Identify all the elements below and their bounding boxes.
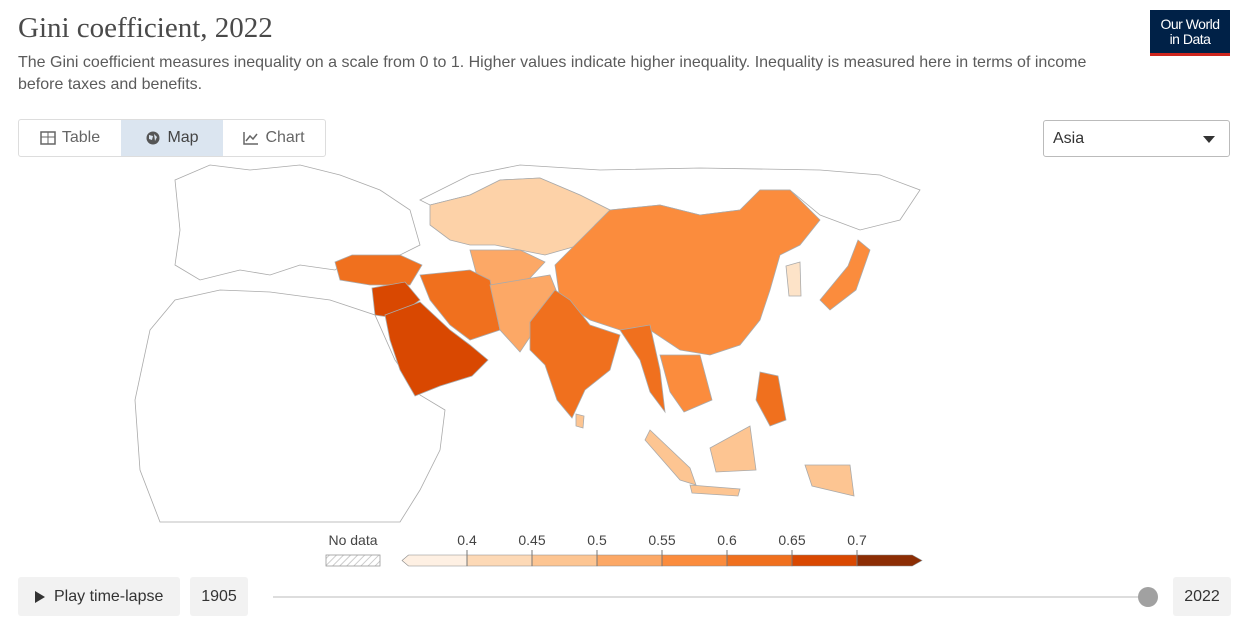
legend: No data 0.4 0.45 0.5 0.55 0.6 0.65 0.7 — [325, 532, 923, 567]
legend-bin — [726, 554, 793, 567]
tab-label: Chart — [265, 129, 305, 146]
tab-icon — [40, 131, 56, 145]
legend-bin — [856, 554, 923, 567]
tab[interactable]: Chart — [223, 120, 325, 156]
java — [689, 484, 741, 497]
myanmar — [619, 324, 666, 414]
timeline-slider[interactable] — [273, 587, 1158, 607]
no-data-label: No data — [328, 532, 377, 548]
logo-line: in Data — [1169, 31, 1211, 47]
logo-line: Our World — [1160, 16, 1220, 32]
tab-icon — [146, 131, 160, 145]
slider-handle — [1138, 587, 1158, 607]
dropdown-arrow — [1203, 136, 1215, 143]
play-icon — [35, 590, 45, 603]
borneo — [709, 425, 757, 473]
title: Gini coefficient, 2022 — [18, 12, 273, 44]
saudi-arabia — [384, 301, 489, 397]
tab-icon — [243, 132, 259, 145]
logo[interactable]: Our World in Data — [1150, 10, 1230, 56]
play-button[interactable]: Play time-lapse — [18, 577, 180, 616]
map — [134, 164, 921, 523]
region-select[interactable]: Asia — [1043, 120, 1230, 157]
legend-bin — [401, 554, 468, 567]
africa — [134, 289, 446, 523]
papua — [804, 464, 855, 497]
legend-tick-label: 0.65 — [778, 532, 805, 548]
legend-tick-label: 0.45 — [518, 532, 545, 548]
legend-tick-label: 0.4 — [457, 532, 477, 548]
legend-bin — [531, 554, 598, 567]
tab[interactable]: Table — [19, 120, 121, 156]
legend-tick-label: 0.6 — [717, 532, 737, 548]
iran — [419, 269, 501, 341]
tab-label: Map — [167, 129, 199, 146]
turkey — [334, 254, 423, 286]
legend-bin — [466, 554, 533, 567]
legend-tick-label: 0.7 — [847, 532, 867, 548]
legend-bin — [596, 554, 663, 567]
no-data-swatch — [325, 554, 381, 567]
tab[interactable]: Map — [121, 120, 223, 156]
india — [529, 289, 621, 419]
tab-label: Table — [61, 129, 101, 146]
legend-bin — [791, 554, 858, 567]
legend-tick-label: 0.55 — [648, 532, 675, 548]
start-year[interactable]: 1905 — [190, 577, 248, 616]
sumatra — [644, 429, 697, 486]
subtitle: The Gini coefficient measures inequality… — [18, 54, 1087, 93]
japan — [819, 239, 871, 311]
region-label: Asia — [1053, 130, 1085, 147]
legend-tick-label: 0.5 — [587, 532, 607, 548]
end-year[interactable]: 2022 — [1173, 577, 1231, 616]
legend-bin — [661, 554, 728, 567]
philippines — [755, 371, 787, 427]
korea — [785, 261, 802, 297]
play-label: Play time-lapse — [54, 587, 164, 605]
indochina — [659, 354, 713, 413]
sri-lanka — [575, 413, 585, 429]
tab-bar: Table Map Chart — [18, 119, 326, 157]
